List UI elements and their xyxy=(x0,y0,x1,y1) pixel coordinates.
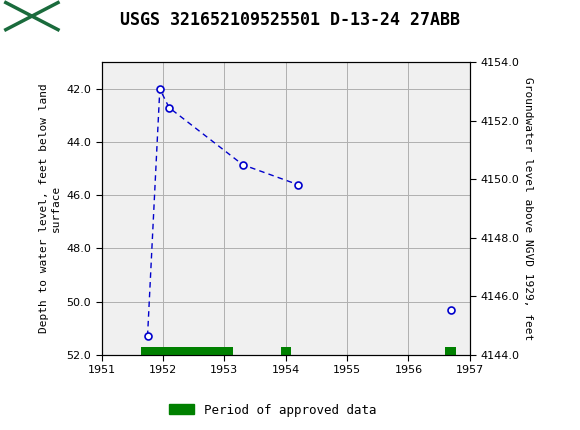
Text: USGS 321652109525501 D-13-24 27ABB: USGS 321652109525501 D-13-24 27ABB xyxy=(120,11,460,29)
Bar xyxy=(142,347,234,355)
Y-axis label: Groundwater level above NGVD 1929, feet: Groundwater level above NGVD 1929, feet xyxy=(523,77,533,340)
Bar xyxy=(281,347,291,355)
Text: USGS: USGS xyxy=(64,9,111,24)
Legend: Period of approved data: Period of approved data xyxy=(164,399,382,421)
Y-axis label: Depth to water level, feet below land
surface: Depth to water level, feet below land su… xyxy=(39,84,61,333)
Bar xyxy=(6,3,58,30)
Bar xyxy=(445,347,456,355)
